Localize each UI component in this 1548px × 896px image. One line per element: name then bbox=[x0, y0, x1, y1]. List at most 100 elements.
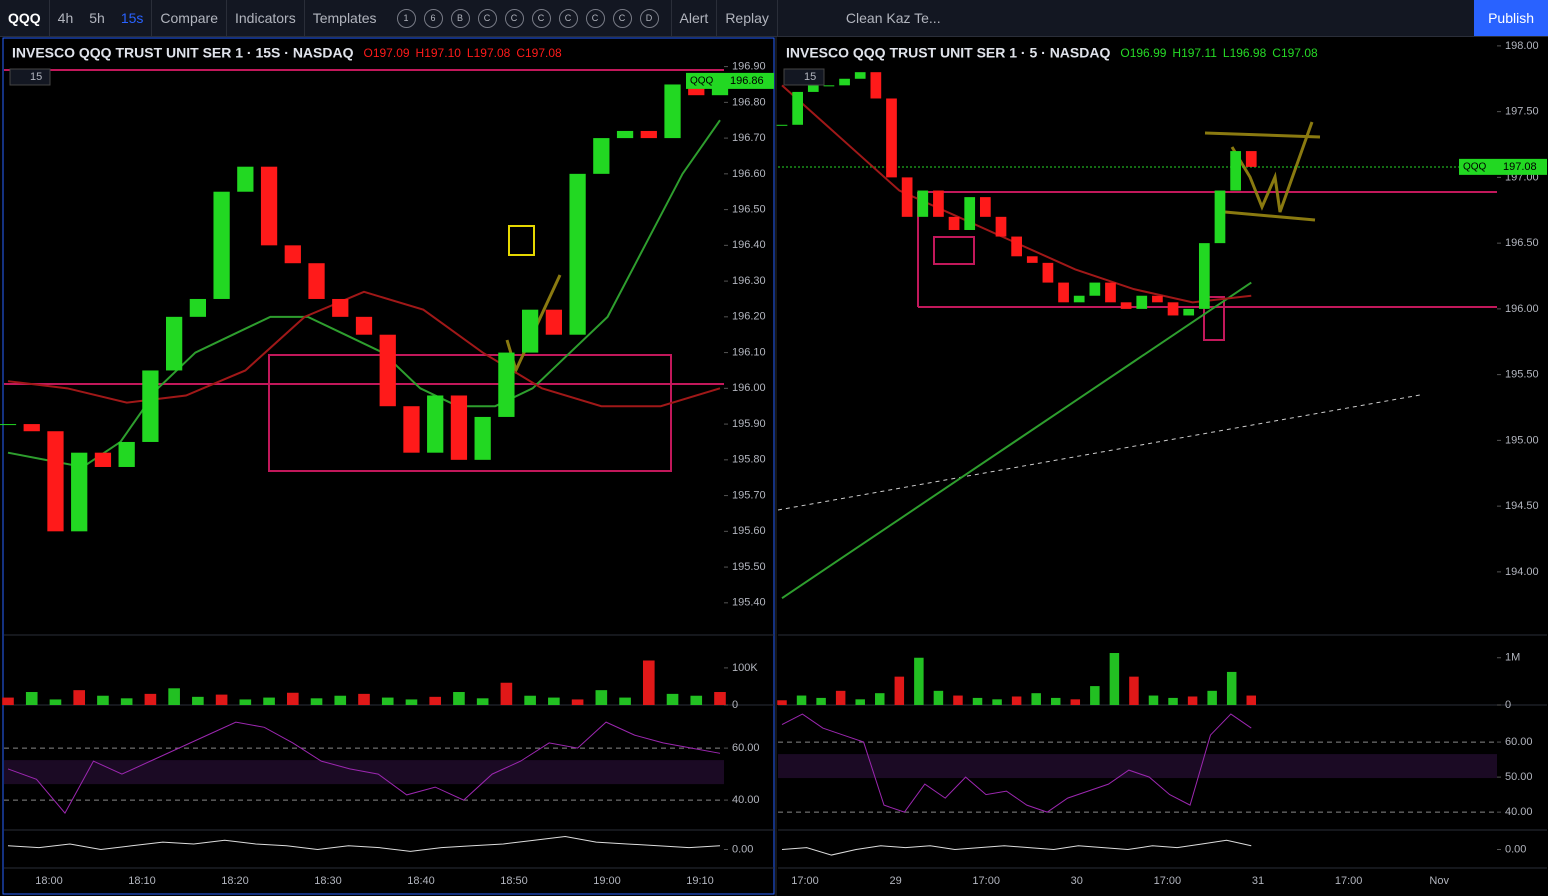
candle bbox=[792, 91, 803, 125]
volume-bar bbox=[334, 695, 347, 705]
candle bbox=[260, 166, 278, 246]
template-circle[interactable]: B bbox=[450, 9, 470, 28]
candle bbox=[47, 431, 64, 532]
template-circle[interactable]: C bbox=[558, 9, 578, 28]
candle bbox=[427, 395, 444, 453]
volume-bar bbox=[548, 697, 560, 705]
volume-bar bbox=[1148, 695, 1159, 705]
indicators-button[interactable]: Indicators bbox=[235, 10, 296, 26]
volume-bar bbox=[972, 697, 983, 705]
y-tick-label: 0 bbox=[732, 699, 738, 711]
candle bbox=[332, 298, 349, 317]
x-tick-label: 19:00 bbox=[593, 875, 621, 887]
candle bbox=[807, 85, 819, 92]
compare-button[interactable]: Compare bbox=[160, 10, 218, 26]
candle bbox=[0, 424, 17, 426]
y-tick-label: 195.50 bbox=[732, 561, 766, 573]
y-tick-label: 195.80 bbox=[732, 454, 766, 466]
volume-bar bbox=[310, 698, 323, 705]
candle bbox=[839, 78, 850, 86]
volume-bar bbox=[571, 699, 584, 705]
ohlc: L196.98 bbox=[1223, 46, 1267, 60]
template-circle[interactable]: C bbox=[585, 9, 605, 28]
volume-bar bbox=[192, 696, 204, 705]
volume-bar bbox=[690, 695, 703, 705]
candle bbox=[166, 316, 183, 371]
template-circle[interactable]: 6 bbox=[423, 9, 443, 28]
interval[interactable]: 4h bbox=[57, 10, 74, 26]
candle bbox=[616, 130, 634, 139]
alert-button[interactable]: Alert bbox=[679, 10, 709, 26]
osc-line bbox=[7, 836, 721, 852]
candle bbox=[1120, 302, 1132, 309]
replay-button[interactable]: Replay bbox=[725, 10, 769, 26]
candle bbox=[1152, 295, 1163, 303]
y-tick-label: 40.00 bbox=[1505, 806, 1533, 818]
x-tick-label: 30 bbox=[1071, 875, 1083, 887]
x-tick-label: 19:10 bbox=[686, 875, 714, 887]
candle bbox=[1058, 282, 1069, 303]
pane-title: INVESCO QQQ TRUST UNIT SER 1 · 15S · NAS… bbox=[12, 45, 354, 61]
volume-bar bbox=[286, 692, 299, 705]
symbol[interactable]: QQQ bbox=[8, 10, 41, 26]
y-tick-label: 0 bbox=[1505, 699, 1511, 711]
template-circle[interactable]: C bbox=[531, 9, 551, 28]
candle bbox=[71, 452, 88, 532]
volume-bar bbox=[1187, 696, 1198, 705]
y-tick-label: 0.00 bbox=[732, 843, 753, 855]
y-tick-label: 60.00 bbox=[732, 742, 760, 754]
pane-title: INVESCO QQQ TRUST UNIT SER 1 · 5 · NASDA… bbox=[786, 45, 1110, 61]
x-tick-label: 18:30 bbox=[314, 875, 342, 887]
y-tick-label: 198.00 bbox=[1505, 40, 1539, 52]
publish-button[interactable]: Publish bbox=[1474, 0, 1548, 36]
toolbar: QQQ 4h 5h 15s Compare Indicators Templates… bbox=[0, 0, 1548, 37]
trend-line bbox=[777, 394, 1421, 511]
candle bbox=[213, 191, 230, 299]
x-tick-label: 18:00 bbox=[35, 875, 63, 887]
candle bbox=[450, 395, 468, 460]
x-tick-label: 29 bbox=[889, 875, 901, 887]
interval[interactable]: 15s bbox=[120, 10, 144, 26]
candle bbox=[1073, 295, 1085, 303]
candle bbox=[569, 173, 586, 335]
volume-bar bbox=[1226, 671, 1237, 705]
candle bbox=[545, 309, 562, 335]
drawing bbox=[505, 274, 562, 375]
interval[interactable]: 5h bbox=[89, 10, 105, 26]
volume-bar bbox=[1207, 690, 1217, 705]
rsi-line bbox=[781, 713, 1252, 813]
candle bbox=[379, 334, 396, 407]
rsi-band bbox=[778, 754, 1497, 779]
template-circle[interactable]: 1 bbox=[396, 9, 416, 28]
y-tick-label: 40.00 bbox=[732, 794, 760, 806]
candle bbox=[870, 72, 882, 99]
candle bbox=[355, 316, 373, 335]
layout-button[interactable]: Clean Kaz Te... bbox=[845, 10, 941, 26]
templates-button[interactable]: Templates bbox=[312, 10, 377, 26]
ohlc: H197.10 bbox=[416, 46, 462, 60]
y-tick-label: 196.40 bbox=[732, 239, 766, 251]
template-circle[interactable]: C bbox=[612, 9, 632, 28]
y-tick-label: 197.50 bbox=[1505, 106, 1539, 118]
price-tag-symbol: QQQ bbox=[1463, 162, 1487, 173]
template-circle[interactable]: C bbox=[504, 9, 524, 28]
badge bbox=[783, 68, 825, 86]
volume-bar bbox=[500, 682, 513, 705]
volume-bar bbox=[619, 697, 631, 705]
candle bbox=[933, 190, 944, 217]
volume-bar bbox=[816, 697, 826, 705]
y-tick-label: 195.60 bbox=[732, 525, 766, 537]
candle bbox=[886, 98, 897, 178]
volume-bar bbox=[215, 694, 228, 705]
osc-line bbox=[781, 839, 1252, 856]
template-circle[interactable]: C bbox=[477, 9, 497, 28]
x-tick-label: 18:10 bbox=[128, 875, 156, 887]
y-tick-label: 196.50 bbox=[1505, 237, 1539, 249]
candle bbox=[118, 441, 135, 467]
candle bbox=[688, 84, 705, 96]
candle bbox=[901, 177, 913, 217]
active-border bbox=[2, 37, 775, 895]
volume-bar bbox=[358, 693, 370, 705]
price-tag-symbol: QQQ bbox=[690, 76, 714, 87]
template-circle[interactable]: D bbox=[639, 9, 659, 28]
